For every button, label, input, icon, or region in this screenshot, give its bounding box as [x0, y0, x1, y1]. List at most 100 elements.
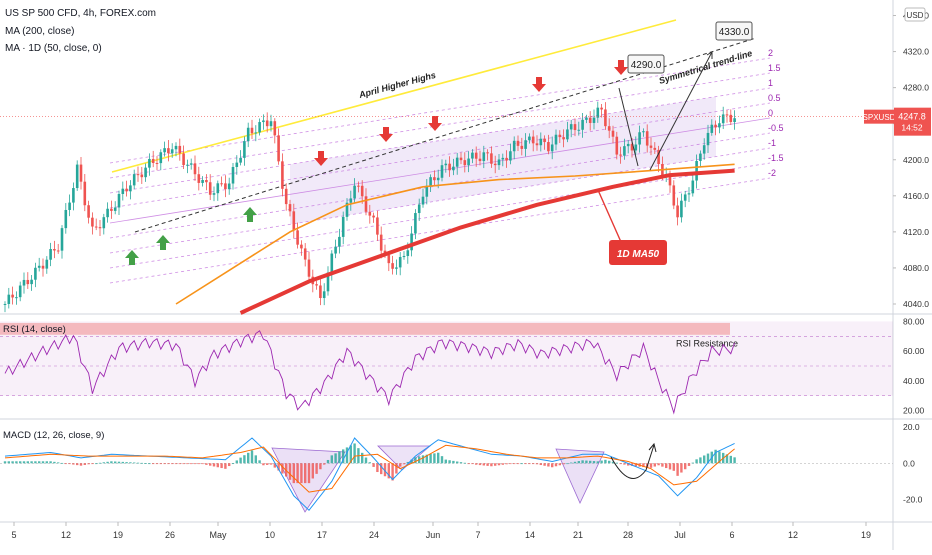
channel-level-label: 2 [768, 48, 773, 58]
candle [421, 196, 425, 205]
macd-histogram-bar [570, 462, 573, 464]
down-arrow [379, 127, 393, 142]
candle [273, 121, 277, 136]
candle [208, 182, 212, 195]
macd-histogram-bar [121, 461, 124, 464]
channel-level-label: 0.5 [768, 93, 781, 103]
ma200-legend[interactable]: MA (200, close) [5, 26, 75, 37]
macd-histogram-bar [414, 457, 417, 464]
macd-histogram-bar [684, 463, 687, 470]
candle [258, 122, 261, 133]
macd-histogram-bar [7, 461, 10, 464]
candle [414, 213, 417, 234]
candle [60, 228, 64, 251]
macd-histogram-bar [653, 463, 656, 467]
macd-histogram-bar [262, 463, 265, 466]
macd-histogram-bar [467, 463, 470, 465]
macd-histogram-bar [68, 463, 71, 465]
candle [178, 145, 182, 154]
candle [543, 138, 546, 143]
candle [531, 136, 535, 144]
candle [30, 279, 33, 285]
projection-line [649, 51, 713, 171]
candle [505, 157, 508, 161]
candle [668, 175, 672, 186]
y-tick-label: 4200.0 [903, 155, 929, 165]
candle [353, 185, 356, 199]
candle [246, 127, 250, 142]
candle [486, 152, 489, 154]
macd-histogram-bar [490, 463, 493, 467]
macd-histogram-bar [159, 463, 162, 465]
macd-histogram-bar [687, 463, 691, 466]
candle [155, 162, 159, 164]
macd-histogram-bar [615, 462, 618, 464]
macd-histogram-bar [64, 463, 67, 465]
candle [205, 180, 208, 183]
candle [15, 297, 18, 299]
candle [402, 255, 406, 258]
up-arrow [156, 235, 170, 250]
macd-histogram-bar [201, 463, 204, 465]
macd-histogram-bar [600, 460, 603, 464]
candle [235, 162, 239, 167]
macd-histogram-bar [695, 459, 698, 464]
macd-tick-label: 0.0 [903, 458, 915, 468]
candle [657, 149, 660, 165]
macd-histogram-bar [307, 463, 311, 484]
macd-histogram-bar [167, 463, 170, 465]
ma50-callout [609, 240, 667, 265]
macd-title[interactable]: MACD (12, 26, close, 9) [3, 430, 105, 441]
down-arrow [428, 116, 442, 131]
macd-histogram-bar [596, 461, 599, 464]
candle [710, 124, 714, 133]
candle [288, 204, 292, 212]
candle [129, 185, 132, 192]
candle [79, 164, 83, 182]
candle [592, 117, 596, 123]
candle [281, 161, 284, 189]
candle [68, 202, 71, 210]
macd-histogram-bar [494, 463, 497, 466]
candle [683, 194, 687, 201]
macd-histogram-bar [619, 463, 622, 465]
macd-histogram-bar [235, 460, 238, 464]
y-tick-label: 4040.0 [903, 299, 929, 309]
candle [364, 196, 368, 212]
candle [250, 127, 254, 134]
candle [349, 198, 353, 203]
candle [562, 137, 565, 140]
candle [459, 157, 463, 161]
candle [368, 211, 372, 216]
macd-histogram-bar [524, 463, 527, 465]
macd-histogram-bar [220, 463, 223, 469]
ma50-legend[interactable]: MA · 1D (50, close, 0) [5, 43, 102, 54]
macd-histogram-bar [231, 463, 235, 465]
candle [345, 202, 349, 217]
candle [174, 145, 178, 150]
channel-level-label: -1 [768, 138, 776, 148]
macd-histogram-bar [140, 462, 143, 464]
macd-histogram-bar [680, 463, 683, 473]
candle [569, 124, 573, 130]
macd-histogram-bar [402, 463, 406, 465]
candle [425, 185, 429, 197]
macd-histogram-bar [133, 462, 136, 464]
candle [395, 267, 398, 269]
candle [604, 109, 607, 127]
rsi-line [4, 330, 736, 415]
macd-histogram-bar [554, 463, 558, 467]
candle [687, 193, 691, 195]
candle [300, 244, 303, 249]
projection-line [618, 87, 639, 167]
y-tick-label: 4320.0 [903, 47, 929, 57]
x-tick-label: 28 [623, 530, 633, 540]
candle [436, 177, 440, 181]
candle [239, 157, 242, 163]
macd-histogram-bar [334, 453, 337, 464]
candle [619, 154, 622, 156]
candle [75, 164, 79, 189]
rsi-title[interactable]: RSI (14, close) [3, 324, 66, 335]
candle [471, 152, 474, 159]
candle [623, 146, 626, 156]
